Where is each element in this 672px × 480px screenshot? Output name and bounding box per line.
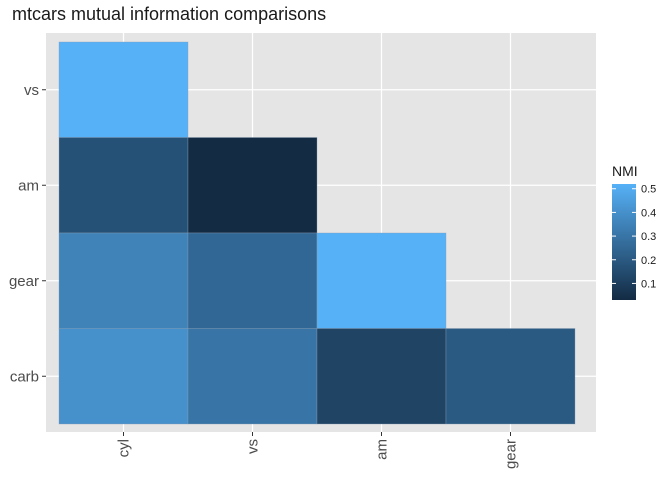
x-tick-label: am bbox=[374, 439, 391, 460]
legend-tick-label: 0.3 bbox=[641, 231, 656, 243]
legend-title: NMI bbox=[612, 163, 638, 179]
y-axis: carb gear am vs bbox=[9, 82, 46, 385]
legend-tick-label: 0.4 bbox=[641, 207, 656, 219]
y-tick-label: gear bbox=[9, 273, 39, 290]
legend-tick-label: 0.5 bbox=[641, 184, 656, 196]
heatmap-cell bbox=[445, 328, 576, 425]
x-tick-label: cyl bbox=[116, 439, 133, 457]
heatmap-cell bbox=[187, 232, 318, 329]
legend-tick-label: 0.2 bbox=[641, 255, 656, 267]
legend-colorbar bbox=[612, 184, 636, 300]
legend-tick-label: 0.1 bbox=[641, 278, 656, 290]
heatmap-cell bbox=[58, 232, 189, 329]
heatmap-cell bbox=[316, 328, 447, 425]
y-tick-label: vs bbox=[24, 82, 39, 99]
heatmap-cell bbox=[187, 328, 318, 425]
heatmap-cell bbox=[58, 137, 189, 234]
y-tick-label: am bbox=[18, 177, 39, 194]
chart-title: mtcars mutual information comparisons bbox=[12, 4, 327, 24]
heatmap-cell bbox=[58, 328, 189, 425]
x-axis: cyl vs am gear bbox=[116, 432, 520, 469]
x-tick-label: gear bbox=[503, 439, 520, 469]
y-tick-label: carb bbox=[10, 368, 39, 385]
heatmap-cell bbox=[58, 41, 189, 138]
x-tick-label: vs bbox=[245, 439, 262, 454]
heatmap-cells bbox=[58, 41, 576, 425]
heatmap-cell bbox=[316, 232, 447, 329]
color-legend: NMI 0.1 0.2 0.3 0.4 0.5 bbox=[612, 163, 656, 300]
heatmap-cell bbox=[187, 137, 318, 234]
